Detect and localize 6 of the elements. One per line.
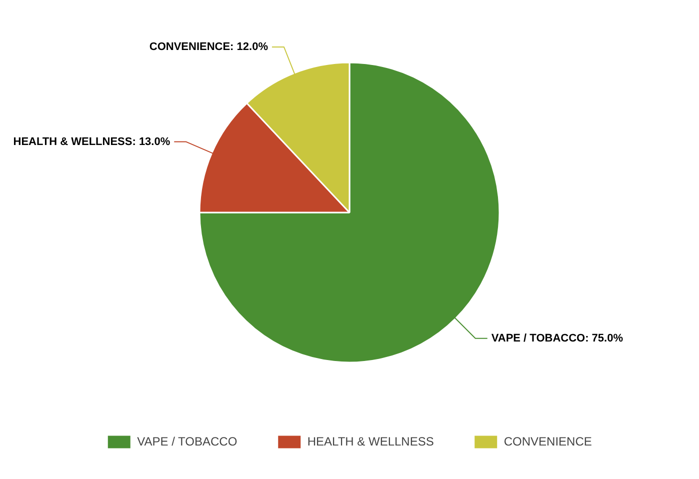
legend-label: VAPE / TOBACCO [137, 434, 238, 448]
data-label: CONVENIENCE: 12.0% [149, 41, 268, 54]
data-label: HEALTH & WELLNESS: 13.0% [13, 136, 170, 148]
data-label: VAPE / TOBACCO: 75.0% [491, 332, 624, 344]
legend-label: HEALTH & WELLNESS [307, 434, 434, 448]
legend-label: CONVENIENCE [504, 434, 592, 448]
